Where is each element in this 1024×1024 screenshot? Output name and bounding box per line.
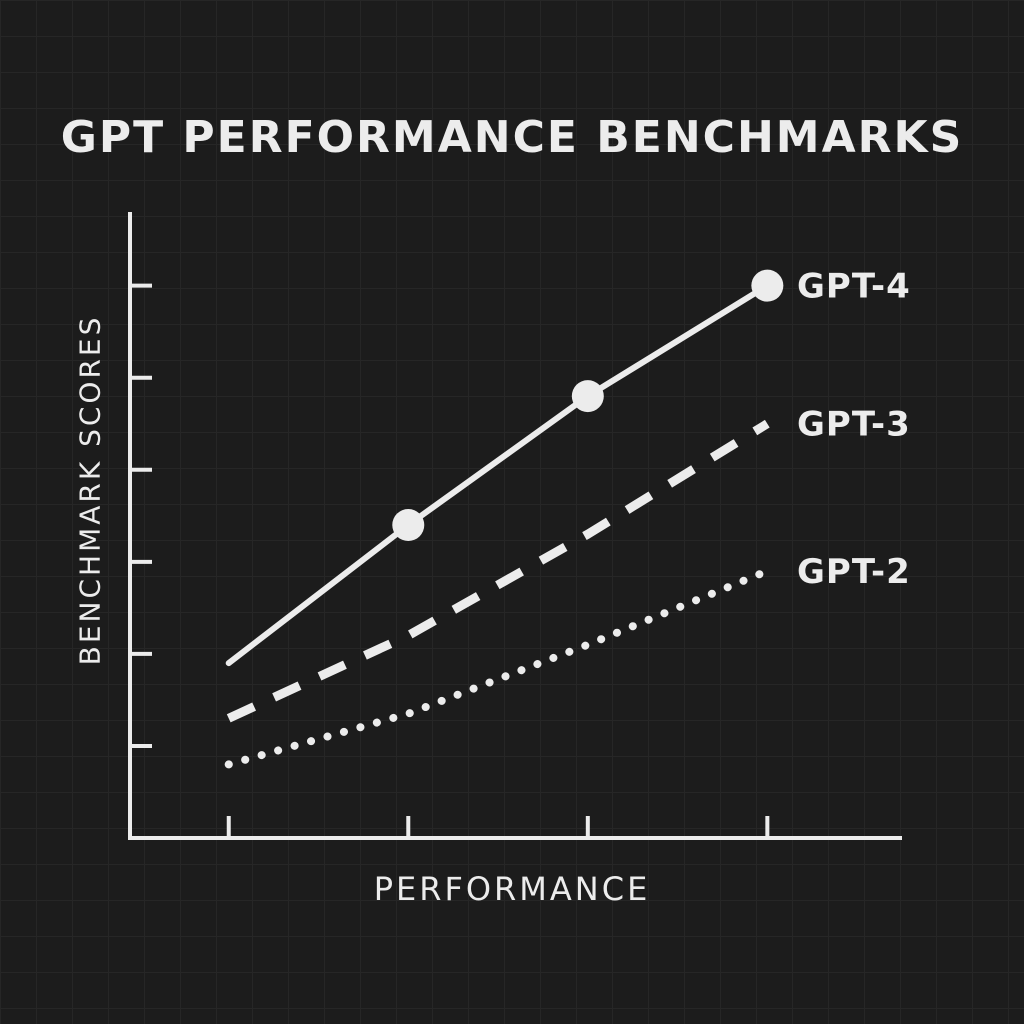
series-label-gpt-2: GPT-2 bbox=[797, 552, 911, 592]
chart-title: GPT PERFORMANCE BENCHMARKS bbox=[60, 112, 964, 163]
series-line-gpt-2 bbox=[224, 567, 772, 769]
series-line-gpt-4 bbox=[225, 282, 771, 667]
series-label-gpt-4: GPT-4 bbox=[797, 267, 911, 307]
series-line-gpt-3 bbox=[226, 419, 770, 723]
data-point-gpt-4-4 bbox=[751, 269, 784, 302]
series-label-gpt-3: GPT-3 bbox=[797, 405, 911, 445]
data-point-gpt-4-3 bbox=[571, 380, 604, 413]
data-point-gpt-4-2 bbox=[392, 509, 425, 541]
x-axis-label: PERFORMANCE bbox=[373, 870, 651, 908]
